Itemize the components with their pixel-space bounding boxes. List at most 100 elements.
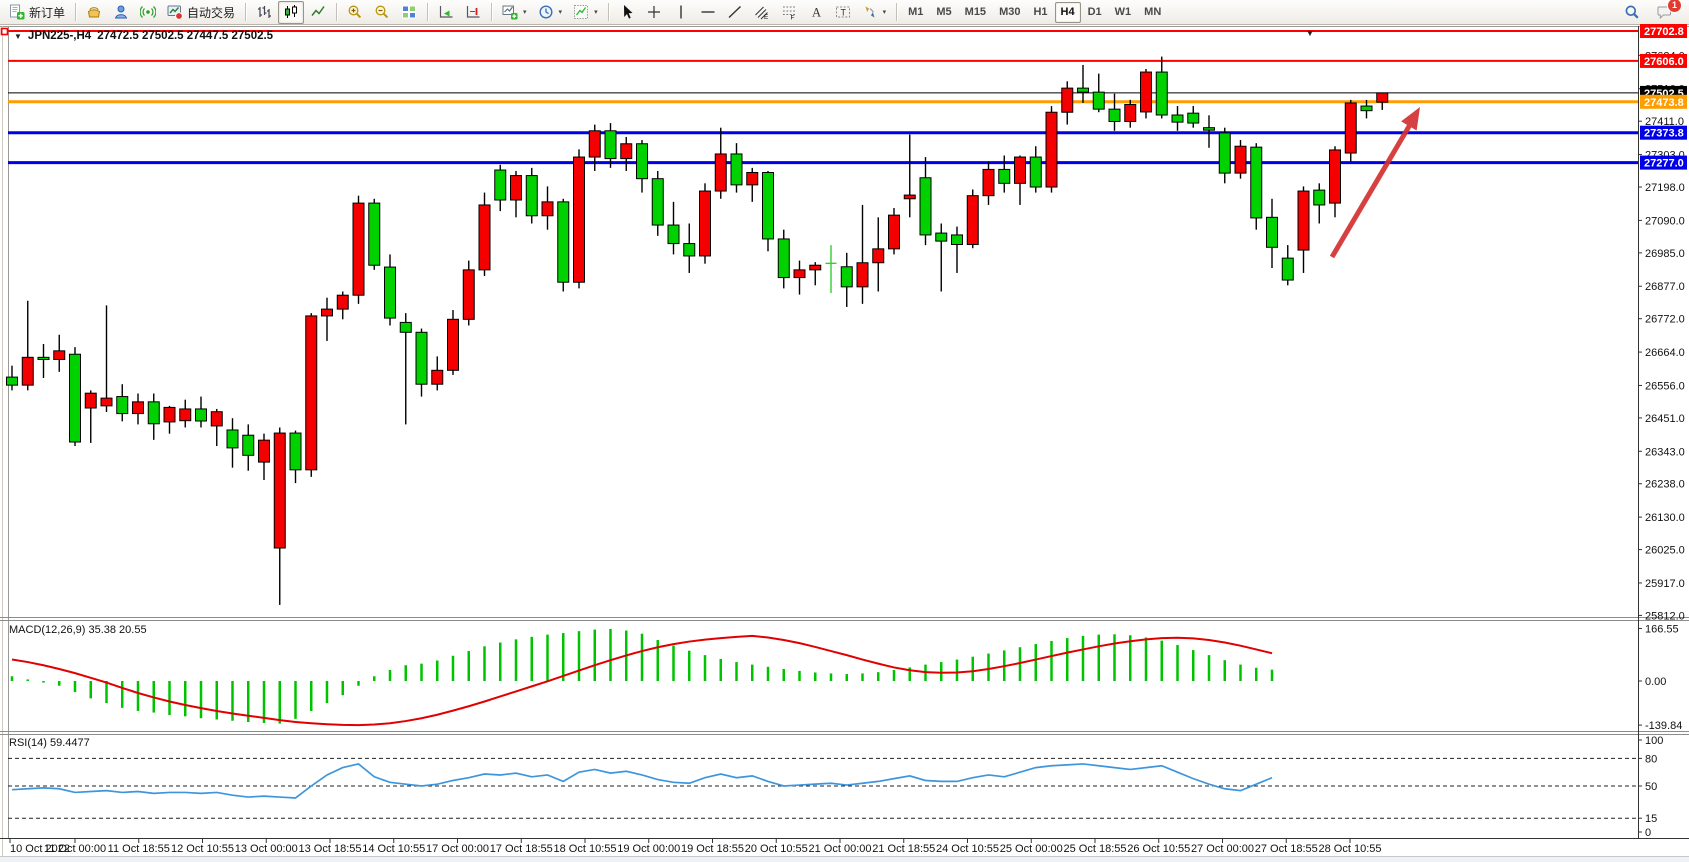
candle [1297,190,1310,251]
notifications-button[interactable]: 1 [1651,0,1682,24]
periods-button[interactable]: ▾ [533,1,568,24]
candle-chart-mode-button[interactable] [278,0,305,24]
line-chart-mode-button[interactable] [305,1,331,24]
macd-histogram-bar [420,663,423,681]
time-tick-label: 21 Oct 00:00 [809,843,872,855]
time-tick-label: 28 Oct 10:55 [1319,843,1382,855]
candle [1077,87,1089,93]
signals-button[interactable] [135,1,161,24]
candle [840,266,853,288]
time-tick-label: 17 Oct 18:55 [490,843,553,855]
macd-histogram-bar [546,634,549,681]
zoom-in-button[interactable] [342,1,368,24]
profile-button[interactable] [108,1,134,24]
timeframe-mn-button[interactable]: MN [1144,6,1162,18]
autotrade-button[interactable]: 自动交易 [162,1,240,24]
macd-histogram-bar [499,642,502,681]
candle [730,153,743,186]
candle [1376,92,1389,103]
time-tick-label: 27 Oct 00:00 [1191,843,1254,855]
bar-chart-mode-button[interactable] [251,1,277,24]
macd-histogram-bar [719,658,722,681]
channel-icon: E [754,6,769,20]
caret-down-icon: ▾ [558,9,563,16]
newchart-icon [502,5,518,20]
new-order-button[interactable]: 新订单 [4,1,70,24]
chart-shift-marker[interactable]: ▼ [1306,28,1315,38]
rsi-indicator-label: RSI(14) 59.4477 [9,737,90,749]
channel-tool-button[interactable]: E [749,1,775,24]
vertical-line-tool-button[interactable] [668,1,694,24]
cursor-tool-button[interactable] [614,1,640,24]
trendline-tool-button[interactable] [722,1,748,24]
auto-scroll-button[interactable] [433,1,459,24]
ohlc-readout: 27472.5 27502.5 27447.5 27502.5 [97,30,274,42]
tile-windows-button[interactable] [396,1,422,24]
candle [998,168,1011,184]
candle [116,396,129,415]
search-button[interactable] [1619,1,1645,24]
candle [982,168,995,197]
candle [762,172,774,240]
candle [1360,105,1373,112]
toolbar-separator [336,3,338,21]
timeframe-m5-button[interactable]: M5 [936,6,952,18]
zoom-out-button[interactable] [369,1,395,24]
horizontal-line-tool-button[interactable] [695,1,721,24]
svg-text:T: T [840,8,846,18]
timeframe-m1-button[interactable]: M1 [908,6,924,18]
crosshair-tool-button[interactable] [641,1,667,24]
price-badge [1640,155,1687,170]
timeframe-d1-button[interactable]: D1 [1087,6,1102,18]
candle [683,243,696,257]
candle [1014,156,1026,184]
macd-histogram-bar [404,665,407,681]
label-tool-button[interactable]: T [830,1,856,24]
macd-histogram-bar [562,633,565,681]
object-anchor-marker[interactable] [0,27,9,36]
timeframe-w1-button[interactable]: W1 [1114,6,1132,18]
candle [856,262,869,288]
macd-histogram-bar [908,667,911,681]
candle [746,172,759,186]
candle [1313,189,1326,206]
timeframe-h1-button[interactable]: H1 [1033,6,1048,18]
candle [289,432,302,471]
price-tick-label: 26130.0 [1645,512,1685,524]
rsi-axis-label: 0 [1645,827,1651,839]
caret-down-icon: ▾ [594,9,598,16]
text-tool-button[interactable]: A [803,1,829,24]
chart-shift-button[interactable] [460,1,486,24]
macd-histogram-bar [987,653,990,681]
candle [258,439,270,463]
arrows-tool-button[interactable]: ▾ [857,1,892,24]
timeframe-m15-button[interactable]: M15 [964,6,987,18]
price-tick-label: 26025.0 [1645,545,1685,557]
vline-icon [679,5,682,19]
chart-window-title[interactable]: ▼ JPN225-,H4 27472.5 27502.5 27447.5 275… [14,30,273,42]
indicators-button[interactable]: ▾ [568,1,603,24]
time-tick-label: 19 Oct 00:00 [617,843,680,855]
trend-arrow-annotation[interactable] [1329,107,1420,259]
timeframe-h4-button[interactable]: H4 [1054,1,1081,23]
macd-histogram-bar [483,646,486,681]
person-icon [114,5,128,19]
new-chart-button[interactable]: ▾ [497,1,532,24]
candle [384,266,396,319]
macd-histogram-bar [829,673,833,681]
time-tick-label: 13 Oct 18:55 [299,843,362,855]
fibonacci-tool-button[interactable]: F [776,1,802,24]
candle [872,248,885,264]
macd-histogram-bar [184,681,187,717]
time-tick-label: 27 Oct 18:55 [1255,843,1318,855]
candle [1155,71,1168,116]
macd-histogram-bar [577,631,581,681]
macd-histogram-bar [640,633,644,681]
candle [636,143,648,180]
candle [903,194,916,200]
price-badge-label: 27277.0 [1644,158,1684,170]
timeframe-m30-button[interactable]: M30 [999,6,1021,18]
deposit-button[interactable] [81,1,107,24]
price-badge [1640,24,1687,39]
